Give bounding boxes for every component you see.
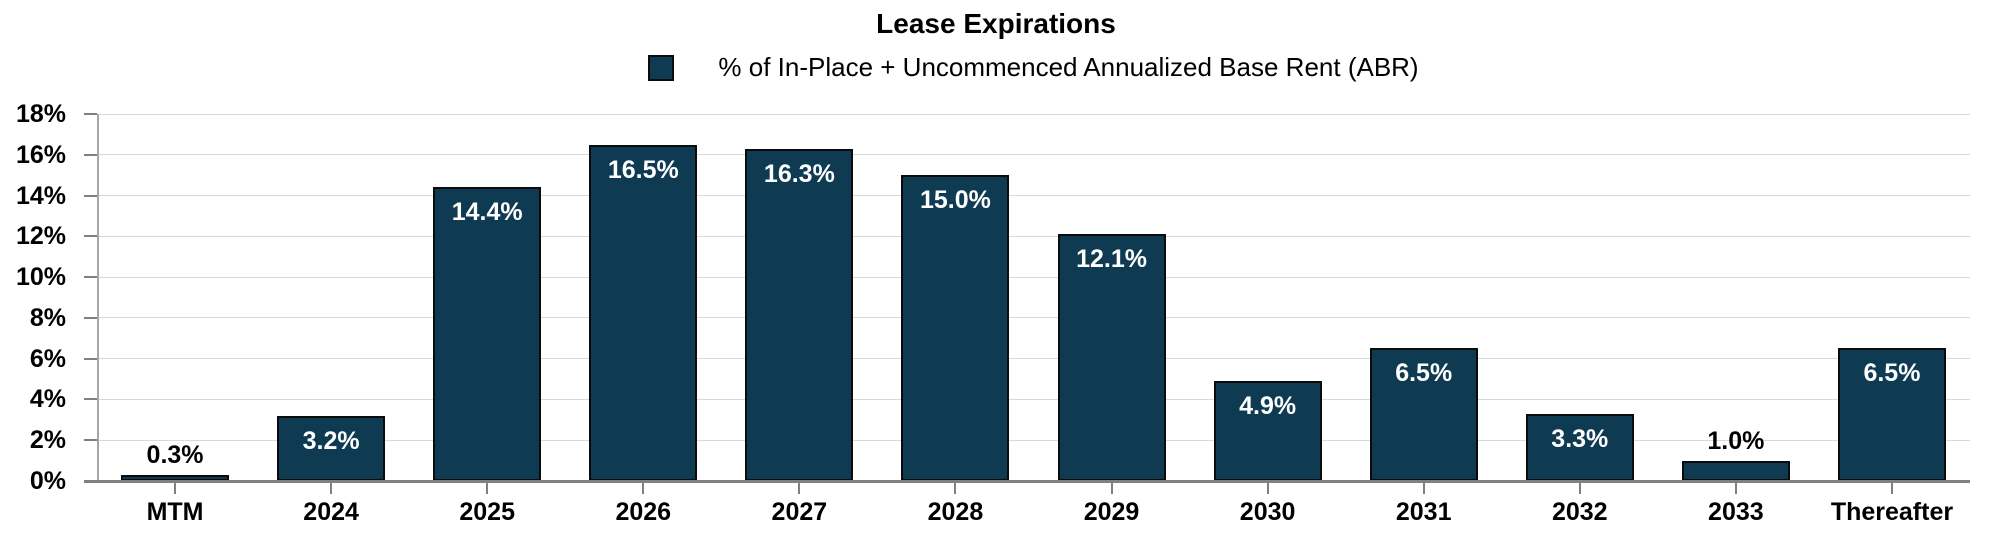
legend: % of In-Place + Uncommenced Annualized B… [97, 52, 1970, 83]
x-tick [1890, 483, 1893, 494]
bar [901, 175, 1010, 481]
x-tick [330, 483, 333, 494]
y-tick [84, 316, 97, 319]
y-tick [84, 439, 97, 442]
bar-value-label: 4.9% [1239, 392, 1297, 421]
y-tick-label: 16% [15, 140, 66, 169]
x-axis-line [84, 480, 1970, 483]
y-tick-label: 2% [29, 426, 66, 455]
y-tick-label: 10% [15, 263, 66, 292]
x-tick [798, 483, 801, 494]
x-tick [1422, 483, 1425, 494]
bar-value-label: 12.1% [1076, 245, 1147, 274]
bar [1837, 348, 1946, 481]
gridline [97, 398, 1970, 400]
bar-value-label: 16.3% [763, 159, 835, 188]
y-tick [84, 276, 97, 279]
gridline [97, 358, 1970, 360]
bar-value-label: 6.5% [1863, 359, 1921, 388]
gridline [97, 276, 1970, 278]
y-tick [84, 194, 97, 197]
x-tick [1110, 483, 1113, 494]
x-tick-label: 2029 [1083, 498, 1140, 526]
chart-title: Lease Expirations [876, 8, 1116, 39]
y-axis-line [97, 114, 99, 482]
x-tick [1578, 483, 1581, 494]
bar [121, 474, 230, 481]
bar-value-label: 6.5% [1395, 359, 1453, 388]
x-tick-label: 2030 [1239, 498, 1296, 526]
y-tick-label: 18% [15, 100, 66, 128]
y-tick-label: 12% [15, 222, 66, 251]
x-tick-label: MTM [146, 498, 204, 526]
x-tick-label: 2026 [615, 498, 672, 526]
gridline [97, 235, 1970, 237]
y-tick-label: 8% [29, 303, 66, 332]
bar [1369, 348, 1478, 481]
x-tick [1266, 483, 1269, 494]
gridline [97, 113, 1970, 115]
x-tick-label: 2031 [1395, 498, 1452, 526]
x-tick [642, 483, 645, 494]
y-tick [84, 357, 97, 360]
x-tick-label: 2024 [303, 498, 359, 526]
legend-swatch-icon [648, 54, 675, 81]
y-tick [84, 398, 97, 401]
x-tick-label: 2025 [459, 498, 515, 526]
bar [745, 148, 854, 481]
x-tick [954, 483, 957, 494]
bar [1525, 413, 1634, 481]
gridline [97, 195, 1970, 197]
x-tick [1734, 483, 1737, 494]
bar-value-label: 16.5% [607, 155, 679, 184]
x-tick-label: 2027 [771, 498, 828, 526]
y-tick-label: 14% [15, 181, 66, 210]
bar-value-label: 0.3% [146, 440, 204, 469]
y-tick-label: 4% [29, 385, 66, 414]
x-tick-label: 2032 [1551, 498, 1608, 526]
x-tick-label: 2028 [927, 498, 984, 526]
bar [1057, 234, 1166, 481]
legend-label: % of In-Place + Uncommenced Annualized B… [718, 52, 1419, 82]
y-tick [84, 153, 97, 156]
y-tick-label: 0% [29, 467, 66, 495]
bar [1213, 381, 1322, 481]
bar-value-label: 1.0% [1707, 426, 1765, 455]
x-tick-label: 2033 [1708, 498, 1764, 526]
gridline [97, 317, 1970, 319]
bar-value-label: 15.0% [920, 186, 991, 215]
x-tick [486, 483, 489, 494]
x-tick [174, 483, 177, 494]
bar-value-label: 3.3% [1551, 424, 1609, 453]
y-tick-label: 6% [29, 344, 66, 373]
bar [433, 187, 542, 481]
y-tick [84, 235, 97, 238]
gridline [97, 154, 1970, 156]
bar-value-label: 3.2% [302, 426, 360, 455]
y-tick [84, 113, 97, 115]
gridline [97, 439, 1970, 441]
x-tick-label: Thereafter [1830, 498, 1954, 526]
bar [277, 415, 386, 481]
bar [589, 144, 698, 481]
bar-value-label: 14.4% [451, 198, 523, 227]
bar [1681, 460, 1790, 481]
